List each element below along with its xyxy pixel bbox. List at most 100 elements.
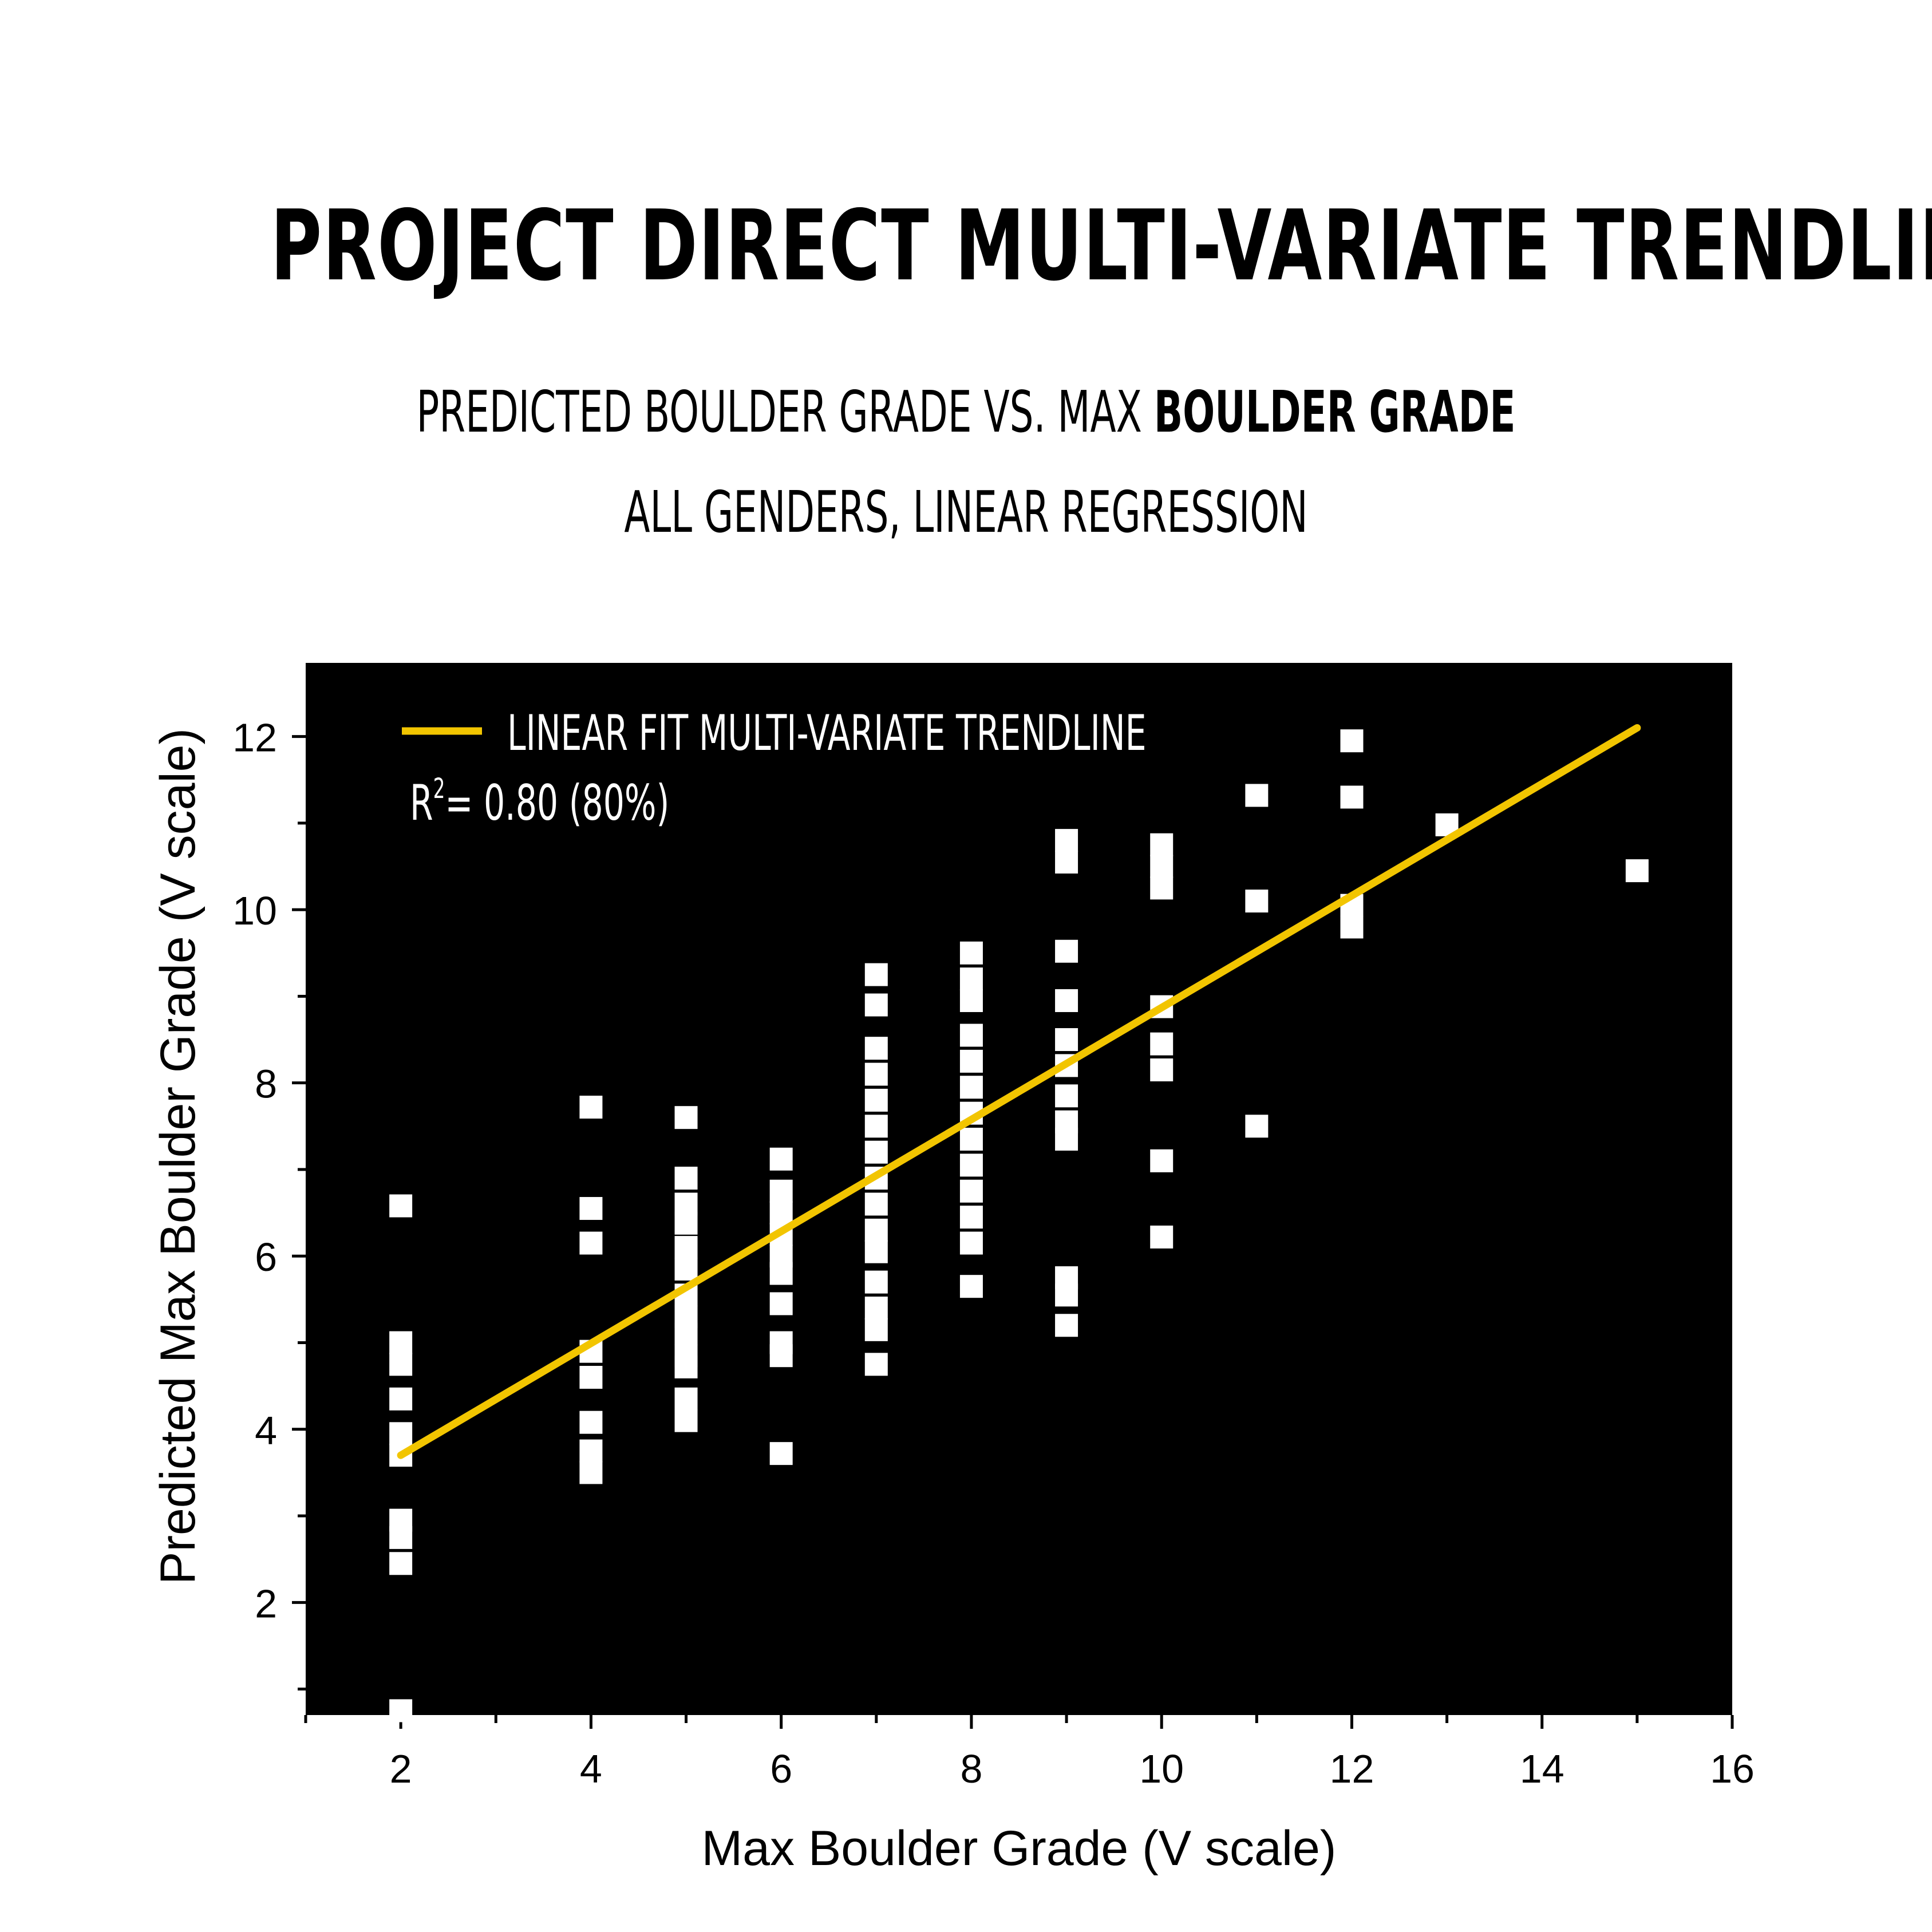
trend-line [397, 724, 1641, 1459]
data-point [674, 1106, 698, 1129]
data-point [1055, 1314, 1078, 1337]
data-point [1055, 939, 1078, 963]
x-tick-label: 10 [1139, 1747, 1184, 1791]
data-point [959, 989, 983, 1012]
data-point [1625, 859, 1649, 883]
data-point [959, 1049, 983, 1073]
data-point [959, 941, 983, 965]
data-point [1150, 1225, 1174, 1249]
data-point [769, 1344, 793, 1368]
data-point [864, 1270, 888, 1294]
data-point [389, 1331, 413, 1354]
data-point [579, 1439, 603, 1463]
data-point [864, 993, 888, 1017]
data-point [1245, 1115, 1269, 1138]
data-point [579, 1231, 603, 1255]
data-point [674, 1322, 698, 1346]
data-point [389, 1552, 413, 1575]
data-point [959, 1024, 983, 1047]
subtitle-prefix: PREDICTED BOULDER GRADE VS. MAX [416, 378, 1154, 445]
data-point [864, 1218, 888, 1242]
y-tick-label: 8 [255, 1062, 277, 1107]
data-point [674, 1211, 698, 1235]
data-points [389, 729, 1649, 1722]
data-point [864, 1140, 888, 1164]
data-point [864, 1192, 888, 1216]
x-tick-label: 16 [1710, 1747, 1755, 1791]
data-point [674, 1409, 698, 1432]
y-tick-label: 12 [232, 716, 277, 760]
data-point [389, 1387, 413, 1411]
data-point [1150, 833, 1174, 856]
data-point [1055, 850, 1078, 874]
data-point [864, 1062, 888, 1086]
data-point [674, 1257, 698, 1281]
data-point [864, 1037, 888, 1060]
data-point [769, 1147, 793, 1171]
data-point [579, 1197, 603, 1220]
data-point [959, 1231, 983, 1255]
data-point [389, 1422, 413, 1445]
data-point [1150, 876, 1174, 900]
data-point [674, 1236, 698, 1259]
x-tick-label: 14 [1520, 1747, 1564, 1791]
legend: LINEAR FIT MULTI-VARIATE TRENDLINE R2= 0… [402, 705, 1147, 832]
data-point [769, 1292, 793, 1315]
data-point [1150, 855, 1174, 878]
data-point [864, 1318, 888, 1341]
r2-label: R2= 0.80 (80%) [410, 773, 669, 832]
data-point [1245, 784, 1269, 807]
data-point [959, 1076, 983, 1099]
data-point [959, 1206, 983, 1229]
data-point [864, 963, 888, 986]
data-point [769, 1179, 793, 1203]
data-point [864, 1240, 888, 1263]
data-point [864, 1115, 888, 1138]
x-tick-label: 4 [580, 1747, 602, 1791]
data-point [1150, 1032, 1174, 1056]
x-axis-label: Max Boulder Grade (V scale) [702, 1821, 1337, 1876]
data-point [769, 1262, 793, 1285]
data-point [1055, 1283, 1078, 1307]
y-axis-label: Predicted Max Boulder Grade (V scale) [151, 728, 206, 1585]
data-point [864, 1088, 888, 1112]
y-tick-label: 10 [232, 888, 277, 933]
data-point [959, 1275, 983, 1298]
r2-exponent: 2 [433, 773, 445, 805]
y-tick-label: 2 [255, 1581, 277, 1626]
x-axis: 2 4 6 8 10 12 14 16 [304, 1715, 1755, 1791]
subtitle-line-1: PREDICTED BOULDER GRADE VS. MAX BOULDER … [329, 378, 1604, 447]
x-tick-label: 12 [1330, 1747, 1374, 1791]
x-tick-label: 2 [390, 1747, 412, 1791]
data-point [1150, 1058, 1174, 1081]
y-axis: 2 4 6 8 10 12 [232, 716, 306, 1691]
plot-area [306, 663, 1732, 1715]
data-point [674, 1387, 698, 1411]
data-point [959, 1128, 983, 1151]
data-point [674, 1355, 698, 1378]
data-point [959, 1179, 983, 1203]
r2-value: = 0.80 (80%) [445, 775, 669, 832]
data-point [769, 1442, 793, 1465]
data-point [1340, 915, 1364, 939]
subtitle-bold: BOULDER GRADE [1153, 378, 1516, 445]
legend-label: LINEAR FIT MULTI-VARIATE TRENDLINE [507, 705, 1147, 762]
data-point [1055, 1084, 1078, 1108]
data-point [579, 1461, 603, 1484]
data-point [389, 1526, 413, 1549]
data-point [1245, 890, 1269, 913]
data-point [1055, 1028, 1078, 1052]
data-point [769, 1201, 793, 1224]
data-point [389, 1699, 413, 1722]
x-tick-label: 8 [960, 1747, 982, 1791]
data-point [1055, 829, 1078, 852]
data-point [864, 1353, 888, 1376]
y-tick-label: 4 [255, 1408, 277, 1453]
data-point [959, 1153, 983, 1177]
data-point [389, 1353, 413, 1376]
data-point [674, 1167, 698, 1190]
data-point [1055, 1128, 1078, 1151]
data-point [1340, 785, 1364, 809]
data-point [389, 1194, 413, 1218]
data-point [579, 1366, 603, 1389]
